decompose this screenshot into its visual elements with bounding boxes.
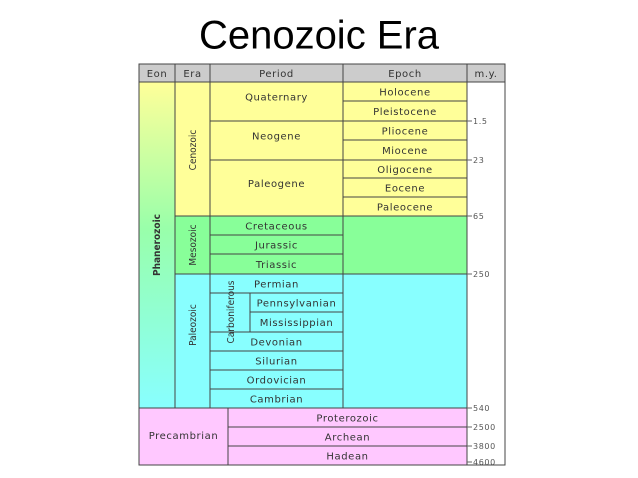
my-label: 540 bbox=[473, 404, 490, 413]
period-cell bbox=[209, 292, 251, 333]
period-label: Silurian bbox=[255, 357, 297, 368]
title: Cenozoic Era bbox=[199, 14, 440, 58]
my-label: 3800 bbox=[473, 442, 496, 451]
my-label: 1.5 bbox=[473, 117, 488, 126]
period-label: Cambrian bbox=[250, 395, 303, 406]
my-label: 65 bbox=[473, 212, 484, 221]
precambrian-label-cell bbox=[138, 407, 229, 466]
epoch-label: Oligocene bbox=[377, 165, 432, 176]
my-label: 4600 bbox=[473, 458, 496, 467]
period-label: Ordovician bbox=[247, 376, 307, 387]
epoch-label: Holocene bbox=[379, 88, 430, 99]
period-label: Quaternary bbox=[245, 93, 308, 104]
era-cell bbox=[174, 215, 211, 275]
header-label: Eon bbox=[147, 69, 168, 80]
epoch-label: Miocene bbox=[382, 146, 428, 157]
header-label: Era bbox=[183, 69, 201, 80]
precambrian-label: Precambrian bbox=[149, 431, 219, 442]
period-label: Paleogene bbox=[248, 179, 305, 190]
my-label: 23 bbox=[473, 156, 484, 165]
subperiod-label: Pennsylvanian bbox=[257, 299, 337, 310]
header-label: Period bbox=[259, 69, 294, 80]
epoch-label: Pleistocene bbox=[373, 107, 437, 118]
time-scale-table: Eon Era Period Epoch m.y. Phanerozoic Cenozoic… bbox=[138, 63, 506, 467]
period-label-cell bbox=[209, 159, 344, 217]
precambrian-eon-label: Proterozoic bbox=[316, 414, 378, 425]
epoch-label: Pliocene bbox=[382, 127, 429, 138]
precambrian-eon-label: Hadean bbox=[326, 452, 368, 463]
period-label: Permian bbox=[254, 280, 299, 291]
period-label: Carboniferous bbox=[226, 280, 237, 343]
subperiod-label: Mississippian bbox=[260, 318, 334, 329]
period-label: Devonian bbox=[250, 338, 302, 349]
my-label: 2500 bbox=[473, 423, 496, 432]
period-label: Cretaceous bbox=[245, 222, 307, 233]
epoch-empty bbox=[342, 215, 468, 275]
period-label: Jurassic bbox=[254, 241, 298, 252]
era-label: Paleozoic bbox=[188, 304, 199, 346]
period-label: Triassic bbox=[255, 260, 297, 271]
period-label-cell bbox=[209, 120, 344, 161]
epoch-empty bbox=[342, 273, 468, 409]
header-label: m.y. bbox=[475, 69, 498, 80]
era-label: Cenozoic bbox=[188, 130, 199, 171]
era-cell bbox=[174, 81, 211, 217]
era-label: Mesozoic bbox=[188, 224, 199, 265]
epoch-label: Paleocene bbox=[377, 203, 433, 214]
period-label: Neogene bbox=[252, 132, 301, 143]
epoch-label: Eocene bbox=[385, 184, 425, 195]
my-label: 250 bbox=[473, 270, 490, 279]
precambrian-eon-label-cell bbox=[227, 445, 468, 466]
eon-label: Phanerozoic bbox=[152, 214, 163, 276]
header-label: Epoch bbox=[388, 69, 422, 80]
precambrian-eon-label: Archean bbox=[325, 433, 370, 444]
